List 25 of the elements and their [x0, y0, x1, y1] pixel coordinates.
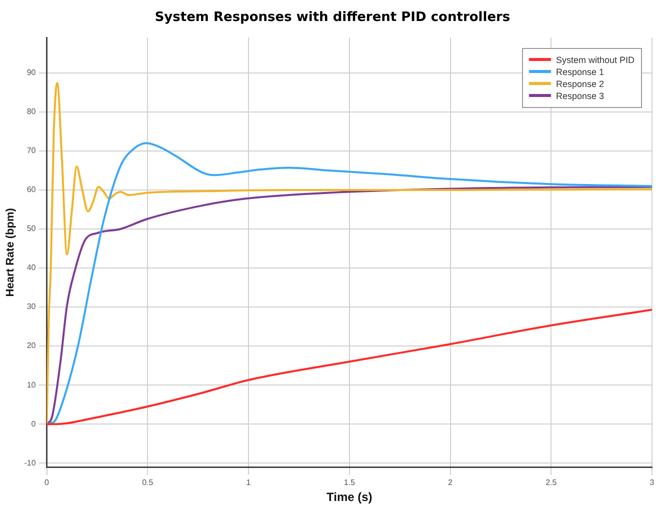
legend-label: System without PID [556, 54, 635, 65]
legend-label: Response 1 [556, 66, 604, 77]
y-tick-label: -10 [24, 458, 36, 468]
legend-label: Response 3 [556, 90, 604, 101]
y-tick-label: 90 [26, 68, 36, 78]
legend-label: Response 2 [556, 78, 604, 89]
x-tick-label: 1 [246, 478, 252, 488]
x-tick-label: 0 [44, 478, 50, 488]
y-tick-label: 30 [26, 302, 36, 312]
y-tick-label: 20 [26, 341, 36, 350]
y-tick-label: 80 [26, 107, 36, 116]
x-tick-label: 3 [650, 478, 655, 488]
x-tick-label: 1.5 [344, 478, 356, 488]
chart-title: System Responses with different PID controllers [154, 10, 512, 27]
y-tick-label: 60 [26, 185, 36, 194]
y-tick-label: 40 [26, 263, 36, 272]
y-tick-label: 70 [26, 146, 36, 156]
x-tick-label: 2.5 [546, 478, 558, 488]
x-tick-label: 2 [448, 478, 454, 488]
x-tick-label: 0.5 [142, 478, 154, 488]
x-axis-title: Time (s) [326, 490, 372, 504]
y-tick-label: 0 [31, 419, 36, 428]
y-tick-label: 50 [26, 224, 36, 234]
y-tick-label: 10 [26, 380, 36, 390]
y-axis-title: Heart Rate (bpm) [4, 208, 17, 297]
